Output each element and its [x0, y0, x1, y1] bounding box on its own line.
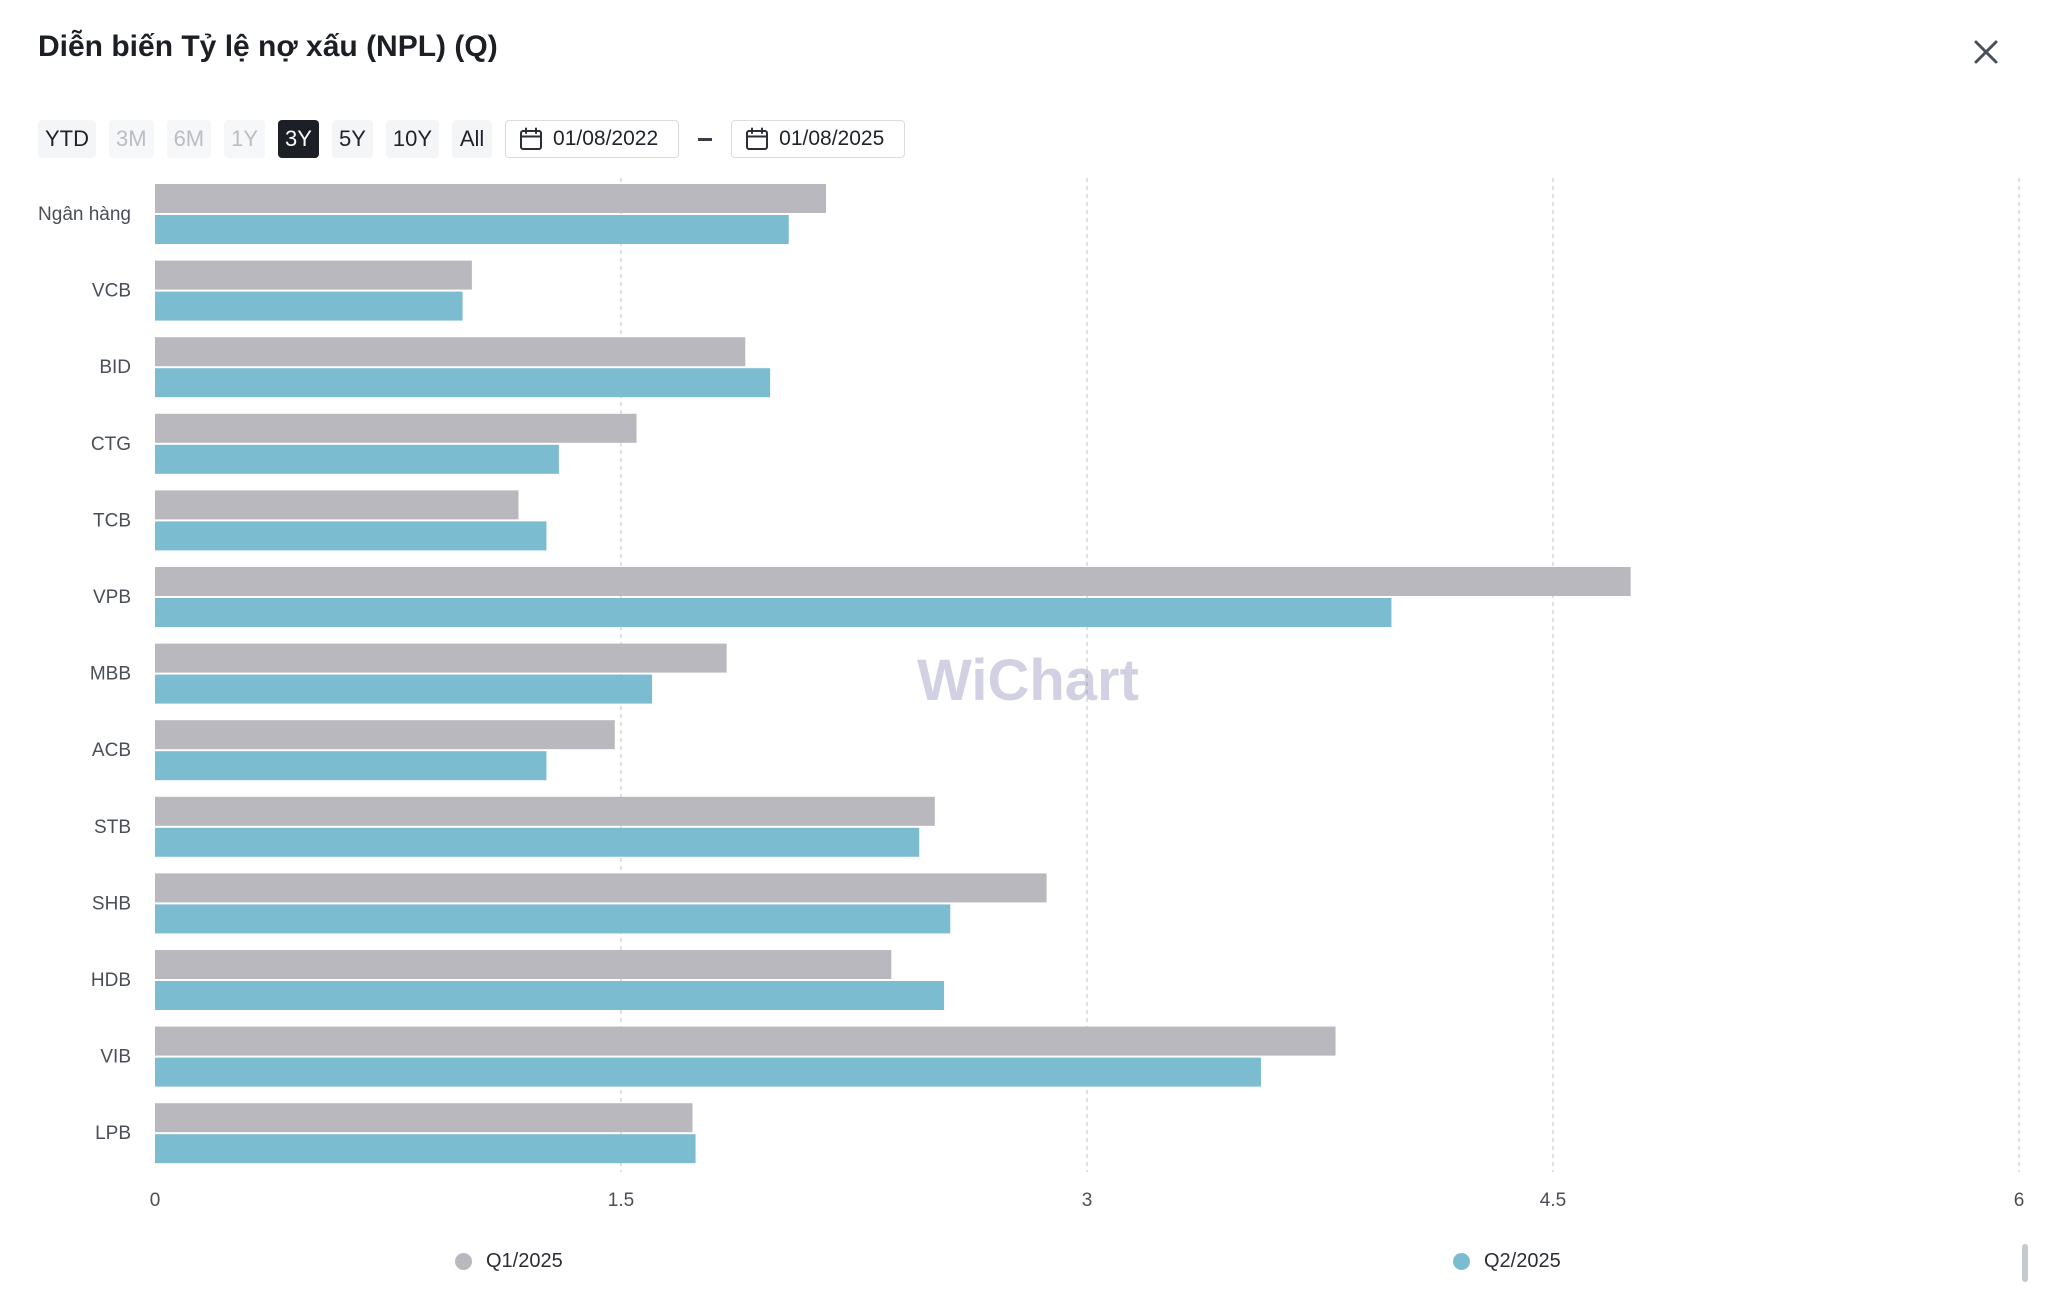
bar-q1 — [155, 950, 892, 979]
bar-q1 — [155, 1026, 1336, 1056]
bar-q1 — [155, 260, 472, 290]
legend-item-q2[interactable]: Q2/2025 — [1453, 1250, 1561, 1273]
close-icon — [1974, 40, 1998, 64]
close-button[interactable] — [1964, 30, 2008, 74]
bar-q2 — [155, 827, 920, 857]
y-category-label: SHB — [92, 893, 131, 914]
bar-q1 — [155, 643, 727, 673]
scrollbar-thumb[interactable] — [2022, 1244, 2028, 1282]
bar-q2 — [155, 215, 789, 244]
date-from-value: 01/08/2022 — [553, 127, 659, 150]
range-1y-button[interactable]: 1Y — [224, 120, 266, 158]
bar-q1 — [155, 1103, 693, 1133]
date-range-separator — [698, 137, 713, 141]
bar-q1 — [155, 567, 1631, 596]
date-to-value: 01/08/2025 — [779, 127, 885, 150]
y-category-label: STB — [94, 817, 131, 838]
time-range-toolbar: YTD 3M 6M 1Y 3Y 5Y 10Y All 01/08/2022 01… — [38, 120, 906, 158]
x-tick-label: 3 — [1082, 1190, 1093, 1211]
x-tick-label: 1.5 — [608, 1190, 634, 1211]
legend-label-q1: Q1/2025 — [486, 1250, 563, 1272]
bar-q2 — [155, 751, 547, 781]
range-3m-button[interactable]: 3M — [109, 120, 154, 158]
y-category-label: LPB — [95, 1123, 131, 1144]
bar-q2 — [155, 444, 559, 474]
bar-q1 — [155, 337, 746, 367]
bar-q2 — [155, 904, 951, 934]
x-tick-label: 0 — [150, 1190, 161, 1211]
y-category-label: VCB — [92, 281, 131, 302]
y-category-label: MBB — [90, 664, 131, 685]
bar-q2 — [155, 291, 463, 321]
x-tick-label: 6 — [2014, 1190, 2025, 1211]
bar-q1 — [155, 720, 615, 750]
y-category-label: Ngân hàng — [38, 204, 131, 225]
date-to-picker[interactable]: 01/08/2025 — [731, 120, 906, 158]
range-6m-button[interactable]: 6M — [166, 120, 212, 158]
bar-q2 — [155, 981, 945, 1010]
bar-q2 — [155, 598, 1392, 627]
bar-q1 — [155, 873, 1047, 903]
legend-label-q2: Q2/2025 — [1484, 1250, 1561, 1272]
y-category-label: CTG — [91, 434, 131, 455]
bar-q2 — [155, 1134, 696, 1164]
calendar-icon — [520, 127, 543, 150]
bar-q1 — [155, 796, 935, 826]
bar-q2 — [155, 1057, 1261, 1087]
range-all-button[interactable]: All — [452, 120, 493, 158]
bar-q1 — [155, 413, 637, 443]
watermark-logo: WiChart — [917, 648, 1139, 713]
legend-item-q1[interactable]: Q1/2025 — [455, 1250, 563, 1273]
legend-dot-q2 — [1453, 1253, 1470, 1270]
y-category-label: ACB — [92, 740, 131, 761]
y-category-label: HDB — [91, 970, 131, 991]
bar-q1 — [155, 184, 827, 213]
y-category-label: TCB — [93, 510, 131, 531]
y-category-label: BID — [99, 357, 131, 378]
range-10y-button[interactable]: 10Y — [385, 120, 440, 158]
legend-dot-q1 — [455, 1253, 472, 1270]
range-ytd-button[interactable]: YTD — [38, 120, 96, 158]
y-category-label: VPB — [93, 587, 131, 608]
bar-q1 — [155, 490, 519, 520]
calendar-icon — [746, 127, 769, 150]
range-3y-button[interactable]: 3Y — [278, 120, 319, 158]
bar-q2 — [155, 368, 771, 398]
y-category-label: VIB — [100, 1047, 131, 1068]
npl-bar-chart: 0 1.5 3 4.5 6 Ngân hàng VCB BID CTG TCB VPB MBB ACB S… — [38, 178, 2025, 1211]
page-title: Diễn biến Tỷ lệ nợ xấu (NPL) (Q) — [38, 30, 498, 63]
date-from-picker[interactable]: 01/08/2022 — [505, 120, 680, 158]
bar-q2 — [155, 521, 547, 551]
bar-q2 — [155, 674, 653, 704]
x-tick-label: 4.5 — [1540, 1190, 1566, 1211]
range-5y-button[interactable]: 5Y — [331, 120, 373, 158]
